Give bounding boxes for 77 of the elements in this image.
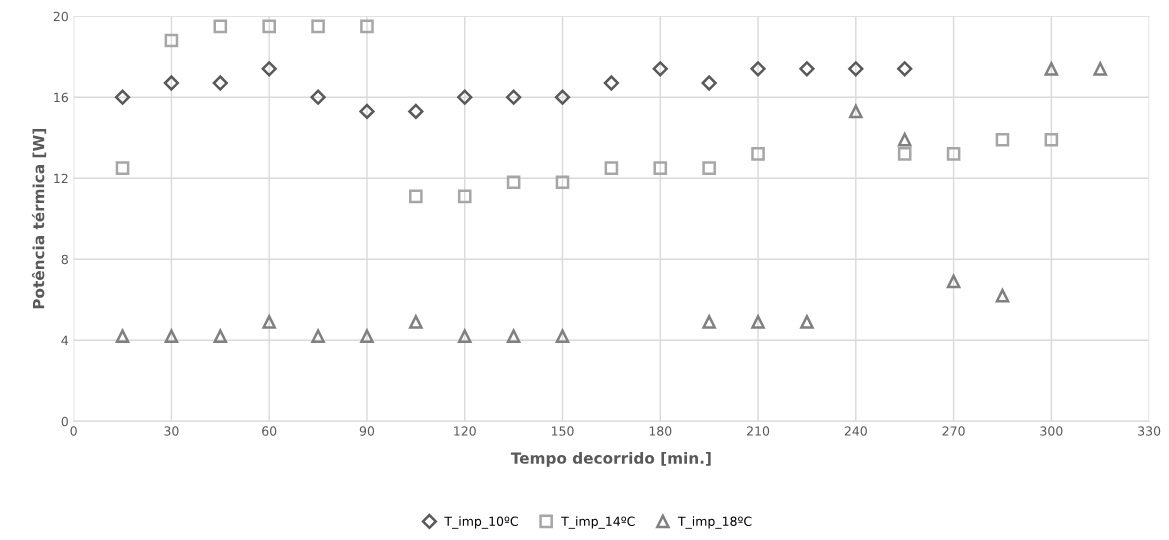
y-tick-label: 4: [61, 335, 69, 345]
point: [505, 89, 522, 105]
point: [311, 329, 325, 343]
point: [360, 329, 374, 343]
point: [750, 61, 766, 77]
point: [946, 274, 961, 289]
point: [311, 19, 325, 34]
y-tick-label: 0: [61, 416, 68, 427]
point: [702, 161, 716, 175]
x-tick-label: 210: [747, 426, 770, 436]
y-tick-label: 16: [54, 92, 68, 103]
point: [213, 329, 228, 343]
point: [799, 61, 815, 77]
point: [310, 89, 326, 105]
point: [115, 161, 130, 175]
legend-label: T_imp_18ºC: [677, 516, 752, 529]
point: [946, 147, 961, 161]
x-tick-label: 90: [359, 426, 375, 436]
point: [1044, 132, 1059, 147]
point: [701, 75, 717, 91]
point: [262, 19, 276, 34]
point: [409, 189, 423, 204]
point: [554, 89, 571, 105]
x-tick-label: 60: [262, 426, 277, 436]
point: [261, 61, 277, 77]
point: [212, 75, 228, 91]
point: [897, 132, 912, 147]
point: [702, 315, 716, 329]
point: [603, 75, 620, 91]
point: [408, 103, 424, 120]
point: [164, 33, 179, 48]
x-axis-title: Tempo decorrido [min.]: [510, 452, 711, 467]
point: [995, 132, 1010, 147]
y-tick-label: 12: [54, 173, 68, 183]
point: [1093, 62, 1108, 76]
point: [1044, 62, 1059, 76]
x-tick-label: 240: [844, 426, 867, 436]
point: [652, 61, 668, 77]
point: [555, 329, 570, 343]
point: [653, 161, 668, 175]
point: [751, 315, 765, 329]
point: [359, 103, 375, 120]
x-tick-label: 150: [551, 426, 574, 436]
point: [262, 315, 276, 329]
point: [506, 329, 521, 343]
point: [848, 61, 864, 77]
y-tick-label: 20: [53, 11, 68, 22]
y-tick-label: 8: [61, 254, 68, 265]
point: [506, 175, 521, 190]
x-tick-label: 120: [454, 426, 476, 436]
x-tick-label: 270: [942, 426, 965, 436]
point: [114, 89, 131, 105]
point: [360, 19, 374, 34]
x-tick-label: 180: [649, 426, 672, 436]
point: [115, 329, 130, 343]
point: [897, 61, 913, 77]
point: [164, 329, 179, 343]
point: [213, 19, 228, 34]
point: [555, 175, 570, 190]
point: [457, 89, 473, 105]
point: [800, 315, 814, 329]
point: [163, 75, 180, 91]
point: [897, 147, 912, 161]
legend-label: T_imp_14ºC: [561, 516, 635, 529]
y-axis-title: Potência térmica [W]: [31, 129, 47, 309]
point: [849, 104, 863, 119]
point: [457, 189, 472, 204]
point: [751, 147, 765, 161]
x-tick-label: 330: [1138, 426, 1161, 436]
point: [409, 315, 423, 329]
x-tick-label: 0: [70, 426, 77, 436]
point: [604, 161, 619, 175]
legend-label: T_imp_10ºC: [444, 516, 518, 529]
point: [457, 329, 472, 343]
x-tick-label: 30: [164, 426, 179, 436]
x-tick-label: 300: [1040, 426, 1063, 436]
point: [995, 288, 1010, 303]
